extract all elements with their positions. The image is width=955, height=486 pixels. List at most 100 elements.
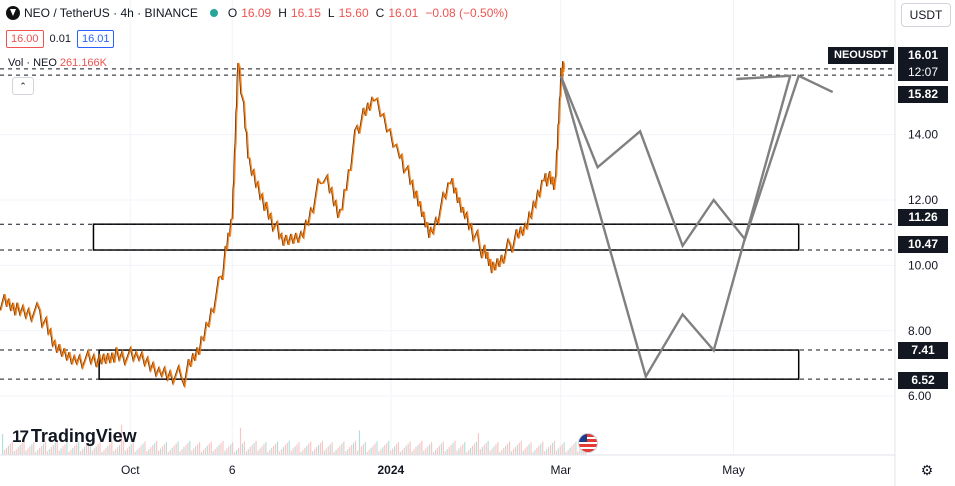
volume-bar xyxy=(499,452,501,455)
high-label: H xyxy=(278,6,287,20)
volume-bar xyxy=(454,440,456,455)
currency-selector[interactable]: USDT xyxy=(901,3,951,27)
volume-bar xyxy=(477,433,479,455)
volume-bar xyxy=(351,445,353,455)
volume-bar xyxy=(442,441,444,455)
volume-bar xyxy=(345,451,347,455)
volume-bar xyxy=(263,444,265,455)
price-change: −0.08 (−0.50%) xyxy=(425,6,509,20)
volume-bar xyxy=(97,444,99,455)
volume-bar xyxy=(446,449,448,455)
volume-bar xyxy=(56,440,58,455)
volume-bar xyxy=(378,451,380,455)
volume-bar xyxy=(66,442,68,455)
volume-bar xyxy=(419,442,421,455)
volume-bar xyxy=(471,445,474,455)
volume-bar xyxy=(261,446,263,455)
volume-bar xyxy=(544,451,546,455)
buy-price-button[interactable]: 16.01 xyxy=(76,30,115,48)
volume-bar xyxy=(462,444,464,455)
volume-bar xyxy=(46,451,49,455)
volume-bar xyxy=(185,445,187,455)
volume-bar xyxy=(101,452,103,455)
volume-bar xyxy=(278,451,281,455)
volume-bar xyxy=(206,445,208,455)
volume-bar xyxy=(15,449,17,455)
volume-bar xyxy=(177,441,179,455)
volume-bar xyxy=(411,451,413,455)
price-tag-6-52: 6.52 xyxy=(898,372,948,389)
close-value: 16.01 xyxy=(388,6,419,20)
volume-bar xyxy=(142,443,144,455)
volume-bar xyxy=(438,445,440,455)
volume-bar xyxy=(436,447,439,455)
volume-bar xyxy=(95,446,97,455)
us-flag-icon[interactable] xyxy=(578,433,598,453)
volume-bar xyxy=(464,442,466,455)
volume-bar xyxy=(23,440,25,455)
volume-value: 261.166K xyxy=(59,57,108,69)
volume-bar xyxy=(280,449,283,455)
volume-bar xyxy=(154,442,156,455)
volume-bar xyxy=(93,448,95,455)
volume-bar xyxy=(423,450,425,455)
volume-bar xyxy=(415,447,417,455)
volume-bar xyxy=(577,451,579,455)
volume-bar xyxy=(259,448,261,455)
volume-bar xyxy=(470,447,472,455)
tradingview-logo[interactable]: 17 TradingView xyxy=(12,426,137,447)
volume-bar xyxy=(497,442,499,455)
volume-bar xyxy=(128,446,130,455)
volume-bar xyxy=(5,447,8,455)
volume-bar xyxy=(434,449,437,455)
volume-bar xyxy=(321,440,323,455)
volume-bar xyxy=(70,449,72,455)
volume-bar xyxy=(296,444,298,455)
volume-bar xyxy=(481,447,483,455)
volume-bar xyxy=(561,444,563,455)
volume-bar xyxy=(111,441,113,455)
collapse-chevron-icon[interactable]: ⌃ xyxy=(12,77,34,95)
volume-bar xyxy=(2,434,4,455)
volume-bar xyxy=(208,443,210,455)
volume-bar xyxy=(234,452,236,455)
volume-bar xyxy=(3,449,6,455)
volume-bar xyxy=(132,442,134,455)
settings-gear-icon[interactable]: ⚙ xyxy=(920,462,934,478)
volume-bar xyxy=(382,447,384,455)
volume-bar xyxy=(179,451,181,455)
low-label: L xyxy=(327,6,335,20)
volume-bar xyxy=(448,447,450,455)
volume-bar xyxy=(431,442,433,455)
volume-bar xyxy=(140,445,142,455)
volume-bar xyxy=(300,452,302,455)
volume-bar xyxy=(195,446,197,455)
volume-bar xyxy=(358,430,361,455)
open-value: 16.09 xyxy=(241,6,272,20)
volume-bar xyxy=(257,450,259,455)
volume-bar xyxy=(374,443,376,455)
volume-bar xyxy=(122,440,125,455)
high-value: 16.15 xyxy=(290,6,321,20)
x-tick-label: Oct xyxy=(121,463,140,477)
volume-bar xyxy=(516,445,518,455)
volume-bar xyxy=(553,440,556,455)
symbol-title[interactable]: NEO / TetherUS · 4h · BINANCE xyxy=(24,6,198,20)
volume-bar xyxy=(163,444,166,455)
volume-bar xyxy=(294,446,296,455)
volume-bar xyxy=(187,442,189,455)
volume-bar xyxy=(165,442,167,455)
volume-bar xyxy=(228,446,230,455)
close-label: C xyxy=(375,6,385,20)
volume-bar xyxy=(530,442,532,455)
volume-bar xyxy=(360,446,362,455)
sell-price-button[interactable]: 16.00 xyxy=(6,30,44,48)
volume-bar xyxy=(255,440,257,455)
volume-bar xyxy=(236,449,238,455)
volume-bar xyxy=(241,443,244,455)
volume-bar xyxy=(80,451,82,455)
volume-bar xyxy=(269,449,271,455)
volume-bar xyxy=(458,448,460,455)
